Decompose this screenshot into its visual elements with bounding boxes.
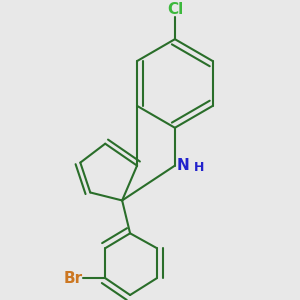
Text: H: H: [194, 161, 204, 174]
Text: Br: Br: [64, 271, 83, 286]
Text: N: N: [176, 158, 189, 173]
Text: Cl: Cl: [167, 2, 183, 17]
